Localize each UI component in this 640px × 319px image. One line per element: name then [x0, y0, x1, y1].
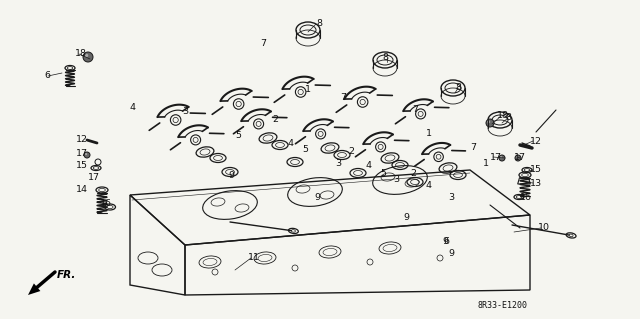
Polygon shape — [28, 283, 40, 295]
Text: 7: 7 — [412, 106, 418, 115]
Circle shape — [515, 155, 521, 161]
Text: 15: 15 — [76, 161, 88, 170]
Text: 1: 1 — [483, 159, 489, 167]
Text: 3: 3 — [335, 159, 341, 167]
Text: 8: 8 — [316, 19, 322, 28]
Text: 17: 17 — [88, 174, 100, 182]
Text: 18: 18 — [497, 112, 509, 121]
Text: 3: 3 — [182, 108, 188, 116]
Text: 7: 7 — [340, 93, 346, 101]
Text: 9: 9 — [448, 249, 454, 257]
Text: 1: 1 — [426, 129, 432, 137]
Text: 4: 4 — [130, 103, 136, 113]
Text: 17: 17 — [76, 149, 88, 158]
Text: 11: 11 — [248, 254, 260, 263]
Text: 9: 9 — [403, 212, 409, 221]
Circle shape — [84, 152, 90, 158]
Text: 17: 17 — [514, 152, 526, 161]
Text: 15: 15 — [530, 166, 542, 174]
Text: 8: 8 — [505, 114, 511, 122]
Text: 4: 4 — [288, 138, 294, 147]
Text: 3: 3 — [448, 194, 454, 203]
Text: 9: 9 — [442, 238, 448, 247]
Text: 2: 2 — [272, 115, 278, 124]
Circle shape — [499, 155, 505, 161]
Text: 16: 16 — [520, 194, 532, 203]
Text: 8: 8 — [455, 84, 461, 93]
Text: 13: 13 — [530, 179, 542, 188]
Text: FR.: FR. — [57, 270, 76, 280]
Text: 2: 2 — [348, 146, 354, 155]
Text: 5: 5 — [235, 130, 241, 139]
Text: 6: 6 — [44, 71, 50, 80]
Text: 4: 4 — [365, 160, 371, 169]
Text: 6: 6 — [443, 238, 449, 247]
Text: 17: 17 — [490, 152, 502, 161]
Text: 8: 8 — [382, 54, 388, 63]
Text: 16: 16 — [100, 199, 112, 209]
Text: 12: 12 — [76, 136, 88, 145]
Text: 4: 4 — [425, 181, 431, 189]
Text: 5: 5 — [380, 168, 386, 177]
Text: 10: 10 — [538, 224, 550, 233]
Text: 7: 7 — [470, 144, 476, 152]
Text: 14: 14 — [76, 186, 88, 195]
Circle shape — [488, 120, 490, 123]
Text: 9: 9 — [314, 194, 320, 203]
Circle shape — [500, 156, 502, 158]
Text: 1: 1 — [305, 85, 311, 94]
Text: 8R33-E1200: 8R33-E1200 — [478, 301, 528, 310]
Circle shape — [85, 153, 87, 155]
Circle shape — [84, 54, 88, 57]
Text: 18: 18 — [75, 49, 87, 58]
Text: 5: 5 — [302, 145, 308, 154]
Text: 9: 9 — [228, 170, 234, 180]
Text: 3: 3 — [393, 175, 399, 184]
Circle shape — [516, 156, 518, 158]
Circle shape — [83, 52, 93, 62]
Circle shape — [486, 119, 494, 127]
Text: 12: 12 — [530, 137, 542, 145]
Text: 2: 2 — [410, 168, 416, 177]
Text: 7: 7 — [260, 40, 266, 48]
